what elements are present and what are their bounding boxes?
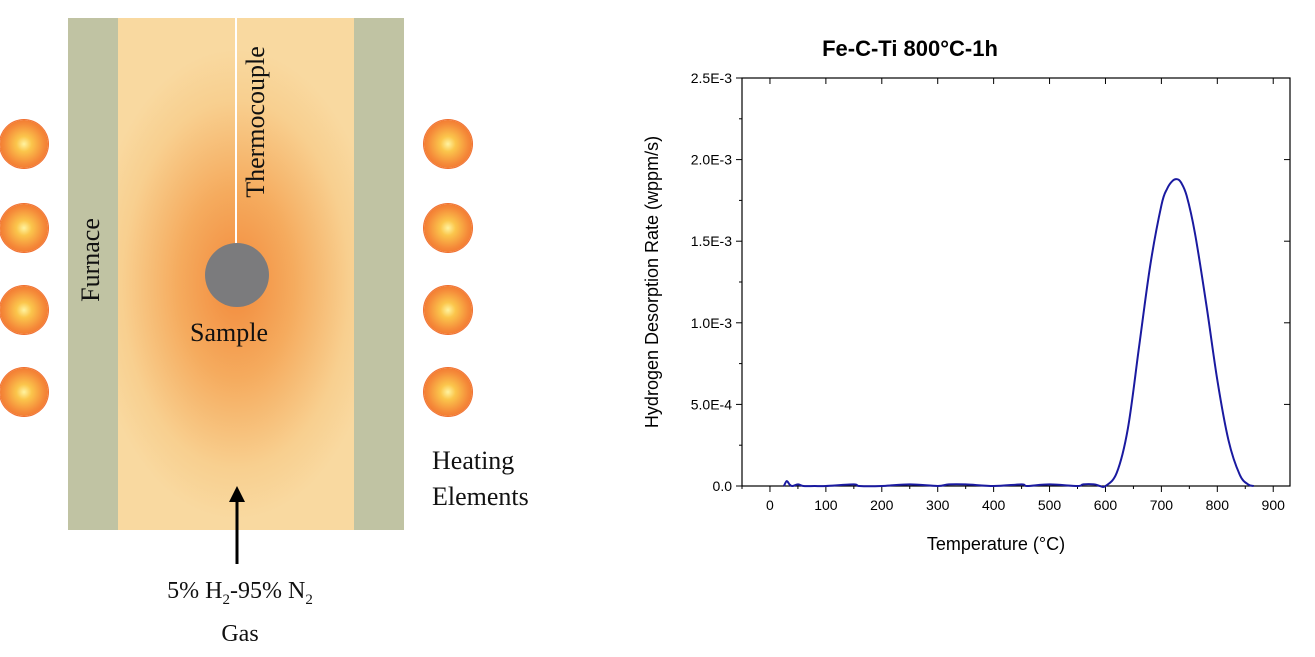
chart-plot: 0 100 200 300 400 500 600 700 800 900 0.0 5.0E-4 1.0… [642, 70, 1291, 554]
y-axis-label: Hydrogen Desorption Rate (wppm/s) [642, 136, 662, 428]
gas-label-n-part: -95% N [230, 578, 306, 604]
sample-disc [205, 243, 269, 307]
x-axis-label: Temperature (°C) [927, 534, 1065, 554]
x-tick-label: 200 [870, 497, 894, 513]
y-tick-label: 5.0E-4 [691, 396, 732, 412]
sample-label: Sample [190, 318, 268, 347]
furnace-wall-right [354, 18, 404, 530]
heating-element-left-2 [0, 204, 48, 252]
heating-element-right-4 [424, 368, 472, 416]
plot-frame [741, 77, 1291, 487]
y-tick-label: 1.5E-3 [691, 233, 732, 249]
chart-title: Fe-C-Ti 800°C-1h [822, 36, 998, 61]
furnace-wall-left [68, 18, 118, 530]
heating-element-right-1 [424, 120, 472, 168]
heating-element-left-4 [0, 368, 48, 416]
heating-element-right-2 [424, 204, 472, 252]
x-tick-label: 400 [982, 497, 1006, 513]
y-tick-label: 2.5E-3 [691, 70, 732, 86]
x-tick-label: 0 [766, 497, 774, 513]
heating-elements-label: Heating Elements [432, 443, 529, 515]
x-tick-label: 600 [1094, 497, 1118, 513]
y-tick-label: 1.0E-3 [691, 315, 732, 331]
thermocouple-wire [235, 0, 237, 250]
furnace-schematic: Furnace Thermocouple Sample Heating Elem… [0, 0, 600, 657]
heating-element-right-3 [424, 286, 472, 334]
desorption-rate-line [783, 178, 1254, 489]
heating-element-left-1 [0, 120, 48, 168]
heating-element-left-3 [0, 286, 48, 334]
x-tick-label: 300 [926, 497, 950, 513]
x-tick-label: 100 [814, 497, 838, 513]
x-tick-label: 500 [1038, 497, 1062, 513]
heating-label-line2: Elements [432, 482, 529, 511]
heating-label-line1: Heating [432, 446, 515, 475]
furnace-label: Furnace [76, 218, 105, 302]
x-tick-label: 800 [1206, 497, 1230, 513]
gas-label-h-subscript: 2 [222, 591, 231, 608]
x-tick-label: 700 [1150, 497, 1174, 513]
thermocouple-label: Thermocouple [241, 46, 270, 198]
desorption-chart: Fe-C-Ti 800°C-1h 0 100 200 300 400 500 600 700 8… [600, 0, 1315, 657]
gas-label-line2: Gas [221, 620, 259, 647]
gas-label: 5% H2-95% N2 Gas [140, 574, 340, 651]
y-tick-label: 2.0E-3 [691, 152, 732, 168]
gas-label-h-part: 5% H [167, 578, 223, 604]
gas-label-line1: 5% H2-95% N2 [140, 574, 340, 617]
gas-label-n-subscript: 2 [305, 591, 313, 608]
x-tick-label: 900 [1262, 497, 1286, 513]
y-tick-label: 0.0 [713, 478, 733, 494]
gas-flow-arrow [229, 486, 245, 564]
